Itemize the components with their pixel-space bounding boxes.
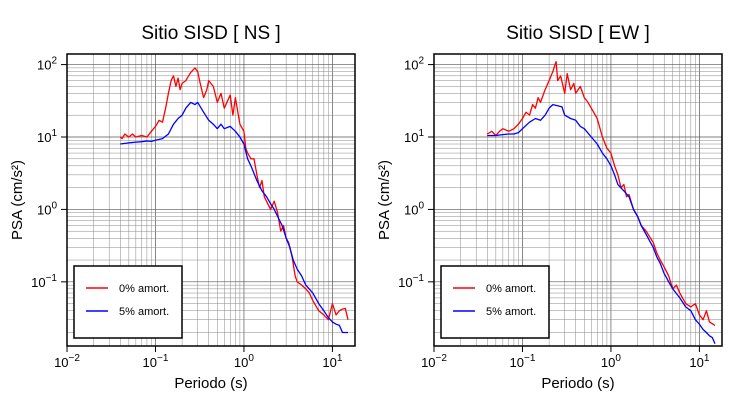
y-axis-label: PSA (cm/s²) <box>376 160 393 240</box>
y-tick-label-exponent: 2 <box>51 56 57 67</box>
series-line-1 <box>120 101 348 334</box>
x-tick-label: 10−1 <box>143 353 169 370</box>
y-tick-label-base: 10 <box>37 202 51 217</box>
chart-ns: Sitio SISD [ NS ]10−2 10−1 100 10110−110010… <box>9 23 356 392</box>
series-line-0 <box>119 67 349 321</box>
y-tick-label-base: 10 <box>404 58 418 73</box>
chart-title: Sitio SISD [ NS ] <box>141 23 280 44</box>
legend-box <box>73 265 183 339</box>
plot-frame <box>433 53 723 347</box>
y-tick-label-base: 10 <box>404 202 418 217</box>
legend-label: 5% amort. <box>486 306 536 318</box>
x-tick-label-base: 10 <box>54 355 68 370</box>
x-tick-label: 10−2 <box>54 353 80 370</box>
y-tick-label-exponent: 0 <box>418 200 424 211</box>
y-tick-label-exponent: 2 <box>418 56 424 67</box>
plot-frame <box>66 53 356 347</box>
y-tick-label-exponent: 0 <box>51 200 57 211</box>
legend-label: 5% amort. <box>119 306 169 318</box>
chart-title: Sitio SISD [ EW ] <box>506 23 650 44</box>
x-tick-label-base: 10 <box>322 355 336 370</box>
y-tick-label: 101 <box>37 128 57 145</box>
series-line-1 <box>487 103 716 344</box>
x-tick-label-base: 10 <box>143 355 157 370</box>
x-tick-label: 100 <box>234 353 254 370</box>
y-tick-label-base: 10 <box>404 130 418 145</box>
y-tick-label-exponent: 1 <box>51 128 57 139</box>
x-tick-label-exponent: −2 <box>69 353 81 364</box>
x-tick-label-base: 10 <box>234 355 248 370</box>
legend-label: 0% amort. <box>486 283 536 295</box>
y-tick-label-base: 10 <box>37 58 51 73</box>
legend-box <box>440 265 550 339</box>
legend: 0% amort. 5% amort. <box>73 265 183 339</box>
y-tick-label: 100 <box>404 200 424 217</box>
y-tick-label-base: 10 <box>37 130 51 145</box>
legend-label: 0% amort. <box>119 283 169 295</box>
x-axis-label: Periodo (s) <box>541 375 614 392</box>
y-tick-label: 102 <box>37 56 57 73</box>
y-tick-label: 10−1 <box>31 273 57 290</box>
x-axis-label: Periodo (s) <box>174 375 247 392</box>
legend: 0% amort. 5% amort. <box>440 265 550 339</box>
y-tick-label-base: 10 <box>398 275 412 290</box>
x-tick-label-exponent: −1 <box>524 353 536 364</box>
y-tick-label-exponent: −1 <box>413 273 425 284</box>
y-tick-label-exponent: −1 <box>46 273 58 284</box>
x-tick-label-base: 10 <box>421 355 435 370</box>
x-tick-label: 10−2 <box>421 353 447 370</box>
x-tick-label-exponent: 1 <box>704 353 710 364</box>
x-tick-label-exponent: −1 <box>157 353 169 364</box>
y-tick-label: 102 <box>404 56 424 73</box>
x-tick-label-exponent: 0 <box>615 353 621 364</box>
y-axis-label: PSA (cm/s²) <box>9 160 26 240</box>
x-tick-label-exponent: 1 <box>337 353 343 364</box>
y-tick-label: 10−1 <box>398 273 424 290</box>
x-tick-label-base: 10 <box>510 355 524 370</box>
x-tick-label: 101 <box>689 353 709 370</box>
x-tick-label: 10−1 <box>510 353 536 370</box>
x-tick-label-exponent: 0 <box>248 353 254 364</box>
x-tick-label-exponent: −2 <box>436 353 448 364</box>
x-tick-label: 100 <box>601 353 621 370</box>
grid <box>433 54 722 346</box>
y-tick-label-base: 10 <box>31 275 45 290</box>
x-tick-label: 101 <box>322 353 342 370</box>
x-tick-label-base: 10 <box>689 355 703 370</box>
y-tick-label: 101 <box>404 128 424 145</box>
y-tick-label: 100 <box>37 200 57 217</box>
x-tick-label-base: 10 <box>601 355 615 370</box>
chart-ew: Sitio SISD [ EW ]10−2 10−1 100 10110−110010… <box>376 23 723 392</box>
y-tick-label-exponent: 1 <box>418 128 424 139</box>
